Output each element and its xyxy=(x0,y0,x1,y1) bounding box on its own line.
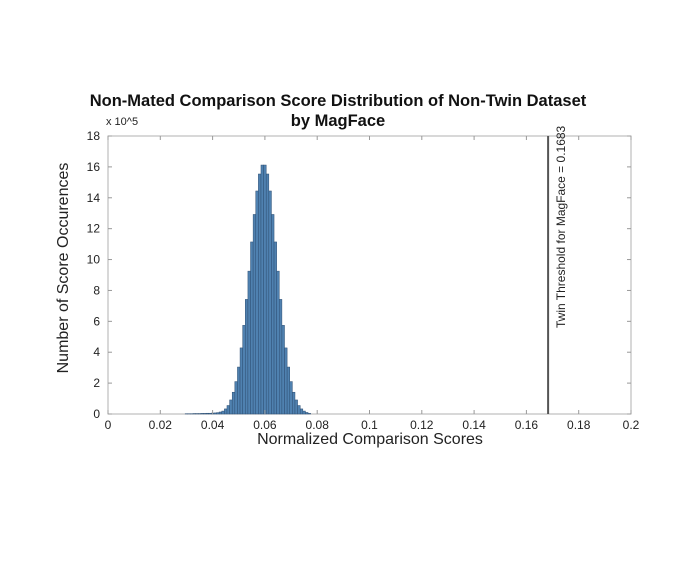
histogram-bar xyxy=(247,270,251,415)
y-tick-label: 4 xyxy=(93,345,100,359)
histogram-bar xyxy=(294,399,298,415)
y-tick-label: 14 xyxy=(87,191,101,205)
histogram-bar xyxy=(229,399,233,415)
x-tick-label: 0.18 xyxy=(567,418,591,432)
histogram-bar xyxy=(208,412,212,415)
x-tick-label: 0.02 xyxy=(149,418,173,432)
histogram-bar xyxy=(265,173,270,415)
histogram-bar xyxy=(271,214,275,415)
histogram-bar xyxy=(250,241,254,415)
histogram-bar xyxy=(226,405,230,415)
x-tick-label: 0.14 xyxy=(462,418,486,432)
histogram-bar xyxy=(218,411,223,415)
y-tick-label: 10 xyxy=(87,253,101,267)
x-tick-label: 0.08 xyxy=(306,418,330,432)
histogram-bar xyxy=(234,381,238,415)
histogram-bar xyxy=(305,412,309,415)
histogram-bar xyxy=(203,413,207,415)
x-tick-label: 0 xyxy=(105,418,112,432)
histogram-bar xyxy=(268,190,272,415)
chart-title-line-1: Non-Mated Comparison Score Distribution … xyxy=(89,92,587,110)
x-axis-label: Normalized Comparison Scores xyxy=(257,431,483,448)
histogram-bar xyxy=(292,391,296,415)
histogram-bar xyxy=(221,410,225,415)
histogram-bar xyxy=(307,413,311,415)
x-tick-label: 0.12 xyxy=(410,418,434,432)
y-tick-label: 18 xyxy=(87,129,101,143)
histogram-bar xyxy=(216,412,220,415)
threshold-label: Twin Threshold for MagFace = 0.1683 xyxy=(554,125,568,328)
histogram-bar xyxy=(286,366,290,415)
x-tick-label: 0.16 xyxy=(515,418,539,432)
histogram-bar xyxy=(252,214,256,415)
y-tick-label: 6 xyxy=(93,314,100,328)
histogram-bar xyxy=(260,164,264,415)
y-tick-label: 12 xyxy=(87,222,101,236)
y-tick-label: 0 xyxy=(93,407,100,421)
y-tick-label: 8 xyxy=(93,283,100,297)
y-tick-label: 2 xyxy=(93,376,100,390)
histogram-bar xyxy=(289,381,293,415)
histogram-bar xyxy=(276,270,280,415)
histogram-bar xyxy=(299,408,304,415)
histogram-bar xyxy=(200,413,204,415)
histogram-bar xyxy=(284,347,288,415)
histogram-bar xyxy=(242,325,246,415)
histogram-bar xyxy=(205,412,209,415)
histogram-bar xyxy=(279,299,283,415)
histogram-bar xyxy=(237,366,241,415)
y-axis-multiplier: x 10^5 xyxy=(106,116,139,128)
histogram-bar xyxy=(224,408,228,415)
histogram-bar xyxy=(231,391,236,415)
axes-box xyxy=(107,135,632,415)
histogram-bar xyxy=(297,405,301,415)
x-tick-label: 0.04 xyxy=(201,418,225,432)
histogram-bar xyxy=(213,412,217,415)
x-tick-label: 0.06 xyxy=(253,418,277,432)
chart-title-line-2: by MagFace xyxy=(290,112,386,130)
x-tick-label: 0.1 xyxy=(361,418,378,432)
histogram-bar xyxy=(258,173,262,415)
x-tick-label: 0.2 xyxy=(623,418,640,432)
histogram-bar xyxy=(273,241,277,415)
histogram-bar xyxy=(245,299,249,415)
histogram-bar xyxy=(263,164,267,415)
y-tick-label: 16 xyxy=(87,160,101,174)
histogram-bar xyxy=(255,190,259,415)
histogram-bar xyxy=(302,410,306,415)
histogram-bar xyxy=(281,325,285,415)
histogram-bar xyxy=(239,347,243,415)
